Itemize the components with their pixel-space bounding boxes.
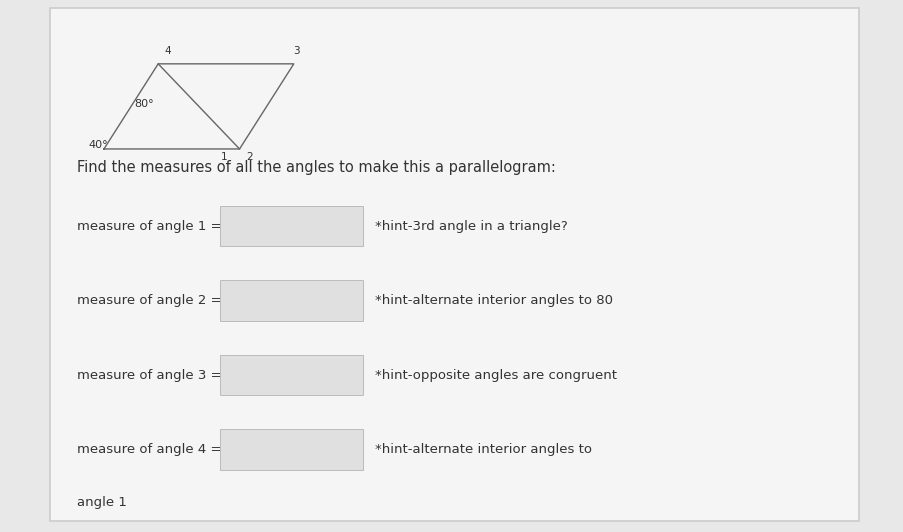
Text: 3: 3 [293, 46, 299, 56]
Text: *hint-opposite angles are congruent: *hint-opposite angles are congruent [375, 369, 617, 381]
FancyBboxPatch shape [219, 280, 363, 321]
FancyBboxPatch shape [219, 355, 363, 395]
Text: Find the measures of all the angles to make this a parallelogram:: Find the measures of all the angles to m… [77, 160, 555, 175]
Text: measure of angle 1 =: measure of angle 1 = [77, 220, 221, 232]
Text: *hint-3rd angle in a triangle?: *hint-3rd angle in a triangle? [375, 220, 567, 232]
Text: *hint-alternate interior angles to 80: *hint-alternate interior angles to 80 [375, 294, 612, 307]
Text: 4: 4 [164, 46, 171, 56]
Text: 1: 1 [221, 152, 228, 162]
FancyBboxPatch shape [219, 429, 363, 470]
Text: 2: 2 [246, 152, 252, 162]
Text: 80°: 80° [134, 99, 154, 109]
Text: measure of angle 2 =: measure of angle 2 = [77, 294, 221, 307]
Text: 40°: 40° [88, 140, 108, 149]
Text: angle 1: angle 1 [77, 496, 126, 509]
Text: measure of angle 3 =: measure of angle 3 = [77, 369, 221, 381]
Text: *hint-alternate interior angles to: *hint-alternate interior angles to [375, 443, 591, 456]
FancyBboxPatch shape [219, 206, 363, 246]
Text: measure of angle 4 =: measure of angle 4 = [77, 443, 221, 456]
